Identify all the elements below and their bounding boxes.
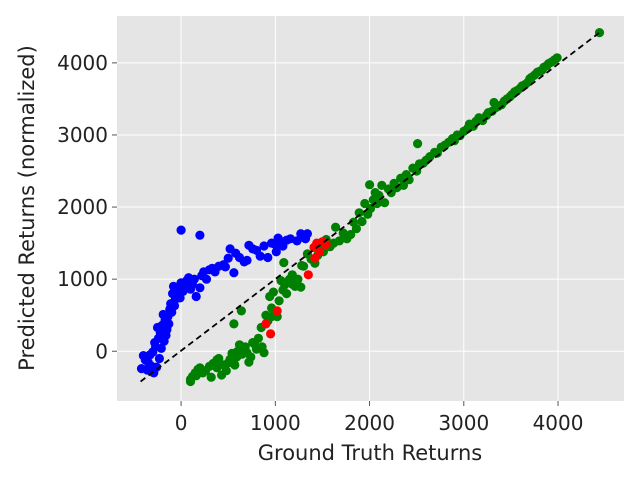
- x-tick-label: 4000: [533, 411, 584, 435]
- x-tick-label: 2000: [344, 411, 395, 435]
- data-point: [310, 253, 320, 263]
- data-point: [334, 236, 344, 246]
- data-point: [346, 229, 356, 240]
- data-point: [236, 306, 246, 316]
- data-point: [229, 319, 239, 329]
- data-point: [303, 270, 313, 280]
- data-point: [201, 274, 212, 284]
- data-point: [255, 251, 265, 261]
- data-point: [271, 247, 281, 257]
- data-point: [214, 353, 224, 364]
- data-point: [259, 348, 269, 358]
- data-point: [267, 312, 277, 322]
- data-point: [365, 203, 376, 214]
- data-point: [195, 366, 205, 376]
- data-point: [164, 319, 174, 329]
- data-point: [229, 268, 239, 278]
- x-tick-label: 3000: [438, 411, 489, 435]
- data-point: [297, 260, 307, 271]
- data-point: [287, 270, 297, 280]
- data-point: [246, 352, 256, 362]
- data-point: [195, 283, 205, 293]
- data-point: [279, 258, 289, 268]
- x-axis-ticks: 0 1000 2000 3000 4000: [175, 401, 584, 435]
- data-point: [302, 229, 312, 239]
- data-point: [552, 53, 562, 63]
- y-tick-label: 3000: [57, 123, 108, 147]
- reference-diagonal-line: [140, 31, 601, 383]
- data-point: [263, 252, 273, 263]
- y-axis-ticks: 0 1000 2000 3000 4000: [57, 51, 117, 363]
- data-point: [220, 262, 230, 272]
- data-point: [195, 230, 205, 240]
- data-point: [274, 296, 284, 306]
- data-point: [380, 198, 390, 208]
- y-tick-label: 1000: [57, 267, 108, 291]
- data-point: [261, 319, 271, 329]
- x-axis-label: Ground Truth Returns: [258, 441, 482, 465]
- data-point: [268, 287, 278, 297]
- data-point: [351, 224, 361, 234]
- y-tick-label: 2000: [57, 195, 108, 219]
- data-point: [253, 333, 263, 343]
- y-axis-label: Predicted Returns (normalized): [15, 45, 39, 371]
- data-point: [296, 282, 306, 292]
- data-point: [242, 255, 252, 265]
- data-point: [398, 180, 409, 190]
- data-point: [206, 372, 216, 382]
- data-point: [404, 175, 414, 185]
- data-point: [223, 253, 233, 263]
- data-point: [354, 208, 364, 218]
- data-point: [315, 247, 325, 257]
- data-point: [152, 362, 162, 372]
- data-point: [266, 329, 276, 339]
- data-point: [156, 343, 166, 353]
- data-point: [357, 216, 367, 227]
- data-point: [154, 353, 164, 364]
- data-point: [365, 180, 375, 190]
- data-points: [136, 27, 605, 387]
- data-point: [259, 241, 269, 251]
- data-point: [230, 360, 240, 370]
- y-tick-label: 4000: [57, 51, 108, 75]
- data-point: [272, 306, 282, 316]
- data-point: [413, 139, 423, 149]
- data-point: [221, 366, 231, 376]
- data-point: [372, 198, 382, 209]
- x-tick-label: 0: [175, 411, 188, 435]
- x-tick-label: 1000: [250, 411, 301, 435]
- data-point: [189, 274, 199, 284]
- data-point: [191, 291, 201, 302]
- data-point: [176, 225, 186, 235]
- y-tick-label: 0: [95, 339, 108, 363]
- data-point: [331, 222, 341, 232]
- data-point: [282, 289, 292, 299]
